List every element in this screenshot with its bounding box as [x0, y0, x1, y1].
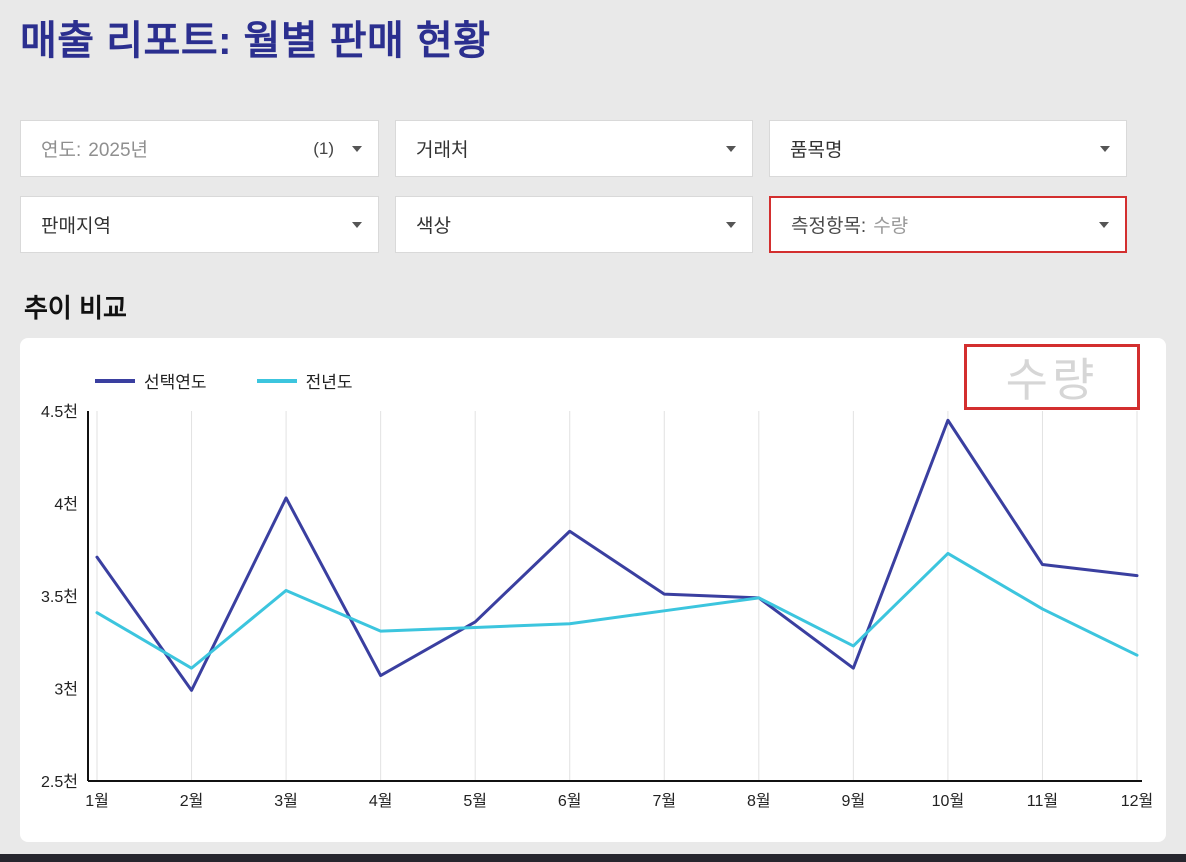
filter-label: 연도:: [41, 140, 82, 161]
legend-swatch: [95, 378, 135, 383]
filter-bar: 연도: 2025년 (1) 거래처 품목명 판매지역 색상 측정항목: 수량: [20, 120, 1127, 253]
x-tick-label: 6월: [558, 792, 582, 810]
legend-label: 선택연도: [144, 373, 207, 392]
filter-sales-region-dropdown[interactable]: 판매지역: [20, 196, 379, 253]
series-line-0: [95, 418, 1139, 692]
filter-year-dropdown[interactable]: 연도: 2025년 (1): [20, 120, 379, 177]
watermark-text: 수량: [1005, 354, 1099, 406]
y-tick-label: 4.5천: [41, 403, 78, 421]
x-tick-label: 10월: [932, 792, 965, 810]
filter-count-badge: (1): [313, 138, 334, 158]
x-tick-label: 3월: [274, 792, 298, 810]
chevron-down-icon: [1100, 145, 1110, 152]
y-tick-label: 4천: [54, 496, 78, 514]
chart-legend: 선택연도 전년도: [95, 368, 352, 393]
legend-swatch: [256, 378, 297, 383]
chevron-down-icon: [726, 145, 736, 152]
x-tick-label: 7월: [652, 792, 676, 810]
x-tick-label: 9월: [842, 792, 866, 810]
x-tick-label: 2월: [180, 792, 204, 810]
filter-label: 판매지역: [41, 216, 111, 237]
x-tick-label: 1월: [85, 792, 109, 810]
measure-watermark-highlight: 수량: [964, 344, 1140, 410]
chevron-down-icon: [1099, 221, 1109, 228]
filter-label: 측정항목:: [791, 216, 867, 237]
filter-client-dropdown[interactable]: 거래처: [395, 120, 753, 177]
x-tick-label: 4월: [369, 792, 393, 810]
filter-value: 2025년: [88, 140, 148, 161]
page-title: 매출 리포트: 월별 판매 현황: [20, 19, 491, 63]
x-tick-label: 11월: [1027, 792, 1058, 810]
y-tick-label: 2.5천: [41, 773, 78, 791]
filter-item-name-dropdown[interactable]: 품목명: [769, 120, 1127, 177]
y-tick-label: 3.5천: [41, 588, 78, 606]
window-edge: [0, 854, 1186, 862]
filter-label: 품목명: [790, 140, 843, 161]
x-tick-label: 5월: [463, 792, 487, 810]
filter-color-dropdown[interactable]: 색상: [395, 196, 753, 253]
x-tick-label: 8월: [747, 792, 771, 810]
legend-label: 전년도: [305, 373, 353, 392]
series-line-1: [95, 551, 1139, 670]
legend-item-selected-year: 선택연도: [95, 368, 207, 393]
section-title: 추이 비교: [24, 293, 127, 323]
chevron-down-icon: [726, 221, 736, 228]
filter-value: 수량: [873, 216, 909, 237]
x-tick-label: 12월: [1121, 792, 1154, 810]
filter-label: 색상: [416, 216, 451, 237]
y-tick-label: 3천: [54, 681, 78, 699]
trend-chart-svg: 2.5천 3천 3.5천 4천 4.5천 1월 2월 3월 4월 5월 6월 7월 8월 9월 10월 11월…: [41, 403, 1154, 810]
trend-chart-card: 선택연도 전년도 수량 2.5천 3천 3.5천 4천 4.5천 1월 2월 3월 4월 5월 6월…: [20, 338, 1166, 842]
filter-label: 거래처: [416, 140, 469, 161]
chevron-down-icon: [352, 145, 362, 152]
legend-item-previous-year: 전년도: [256, 368, 353, 393]
filter-measure-dropdown[interactable]: 측정항목: 수량: [769, 196, 1127, 253]
chevron-down-icon: [352, 221, 362, 228]
